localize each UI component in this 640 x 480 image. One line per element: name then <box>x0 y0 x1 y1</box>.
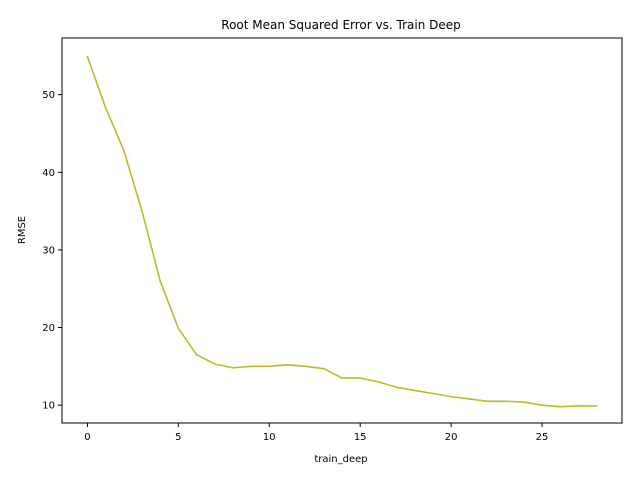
x-axis-title: train_deep <box>314 454 367 465</box>
x-tick-label: 5 <box>175 432 181 443</box>
data-point <box>377 381 380 383</box>
data-point <box>268 365 271 368</box>
data-point <box>232 367 234 369</box>
data-point <box>341 377 343 379</box>
y-tick-label: 50 <box>42 90 55 101</box>
x-tick-label: 20 <box>445 432 458 443</box>
data-point <box>250 365 252 368</box>
data-point <box>486 400 489 403</box>
y-tick-label: 10 <box>42 401 55 412</box>
data-point <box>541 404 543 406</box>
axes-frame <box>61 37 623 424</box>
x-tick-label: 10 <box>263 432 276 443</box>
data-point <box>159 280 161 282</box>
data-point <box>559 405 561 408</box>
data-point <box>359 377 361 379</box>
y-tick-label: 30 <box>42 245 55 256</box>
y-axis: 10 20 30 40 50 <box>42 90 62 412</box>
y-axis-title: RMSE <box>17 216 28 244</box>
data-point <box>413 389 416 392</box>
chart-title: Root Mean Squared Error vs. Train Deep <box>221 18 460 32</box>
data-point <box>123 149 125 152</box>
data-point <box>450 395 452 398</box>
data-point <box>286 363 289 366</box>
x-tick-label: 25 <box>536 432 549 443</box>
data-point <box>468 398 471 400</box>
data-point <box>432 392 434 395</box>
plot-area <box>86 55 598 408</box>
data-point <box>504 400 507 403</box>
data-point <box>86 55 89 58</box>
data-point <box>523 401 525 403</box>
y-tick-label: 20 <box>42 323 55 334</box>
data-point <box>177 327 180 330</box>
data-point <box>577 405 580 407</box>
data-point <box>304 365 307 368</box>
data-point <box>213 363 216 365</box>
data-point <box>141 210 143 212</box>
x-tick-label: 0 <box>84 432 90 443</box>
y-tick-label: 40 <box>42 168 55 179</box>
x-tick-label: 15 <box>354 432 367 443</box>
x-axis: 0 5 10 15 20 25 <box>84 423 548 443</box>
data-point <box>323 367 325 370</box>
data-point <box>195 353 198 356</box>
data-point <box>395 386 398 389</box>
data-point <box>595 405 598 407</box>
data-point <box>104 107 107 109</box>
